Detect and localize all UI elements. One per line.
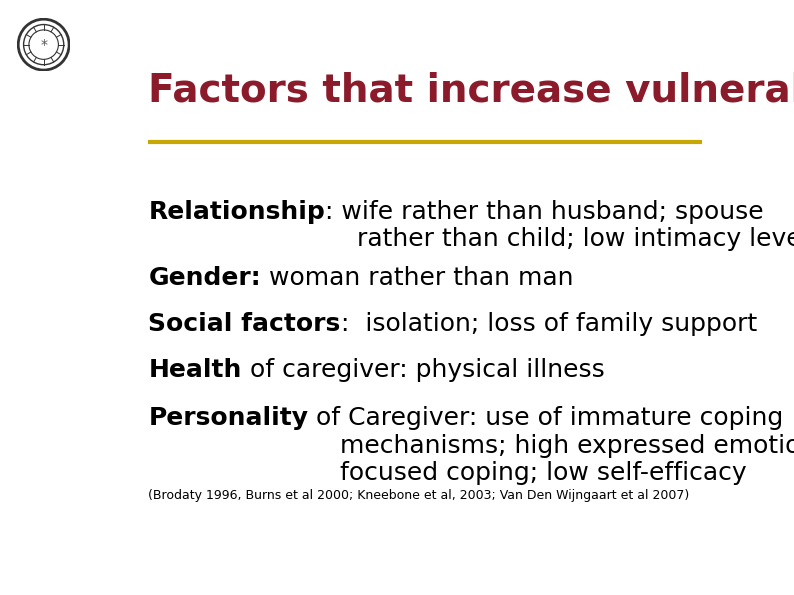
- Text: Gender:: Gender:: [148, 266, 261, 290]
- Text: *: *: [40, 37, 47, 52]
- Text: Factors that increase vulnerability: Factors that increase vulnerability: [148, 73, 794, 110]
- Text: :  isolation; loss of family support: : isolation; loss of family support: [341, 312, 757, 336]
- Text: : wife rather than husband; spouse
    rather than child; low intimacy levels: : wife rather than husband; spouse rathe…: [326, 200, 794, 252]
- Text: of Caregiver: use of immature coping
    mechanisms; high expressed emotion; emo: of Caregiver: use of immature coping mec…: [309, 406, 794, 486]
- Text: woman rather than man: woman rather than man: [261, 266, 573, 290]
- Text: of caregiver: physical illness: of caregiver: physical illness: [242, 358, 604, 382]
- Text: Relationship: Relationship: [148, 200, 326, 224]
- Text: Social factors: Social factors: [148, 312, 341, 336]
- Text: (Brodaty 1996, Burns et al 2000; Kneebone et al, 2003; Van Den Wijngaart et al 2: (Brodaty 1996, Burns et al 2000; Kneebon…: [148, 489, 690, 502]
- Text: Health: Health: [148, 358, 242, 382]
- Text: Personality: Personality: [148, 406, 309, 430]
